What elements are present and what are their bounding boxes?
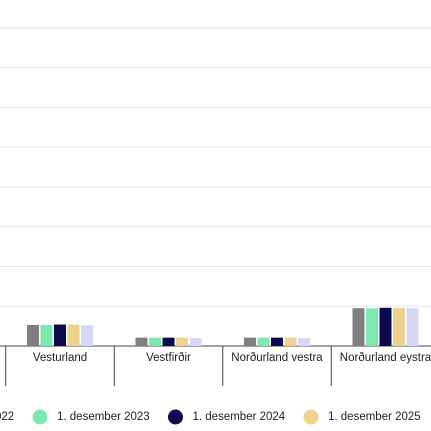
legend-swatch <box>168 409 183 425</box>
bar <box>298 338 310 346</box>
bar <box>67 324 80 346</box>
bar <box>54 324 66 346</box>
bar <box>271 337 283 346</box>
bar <box>406 308 419 346</box>
legend-swatch <box>303 409 319 425</box>
bar <box>189 338 202 346</box>
bar <box>393 307 405 346</box>
bar <box>149 337 161 346</box>
legend-label: 1. desember 2025 <box>328 411 421 423</box>
legend-label: 1. desember 2022 <box>0 411 14 423</box>
legend-label: 1. desember 2023 <box>57 411 150 423</box>
legend-label: 1. desember 2024 <box>193 411 286 423</box>
bar <box>352 308 365 346</box>
bar <box>81 325 93 346</box>
x-tick-label: Vestfirðir <box>146 352 191 364</box>
legend-swatch <box>32 409 48 425</box>
bar <box>135 337 148 346</box>
bar <box>162 337 175 346</box>
bar <box>284 337 297 346</box>
x-tick-label: Norðurland vestra <box>231 352 323 364</box>
bar <box>27 324 39 346</box>
bar <box>40 324 53 346</box>
x-tick-label: Vesturland <box>33 352 87 364</box>
bar <box>176 337 188 346</box>
x-tick-label: Norðurland eystra <box>340 352 431 364</box>
bar <box>366 308 378 346</box>
bar <box>379 307 392 346</box>
bar <box>257 337 270 346</box>
bar <box>244 337 256 346</box>
